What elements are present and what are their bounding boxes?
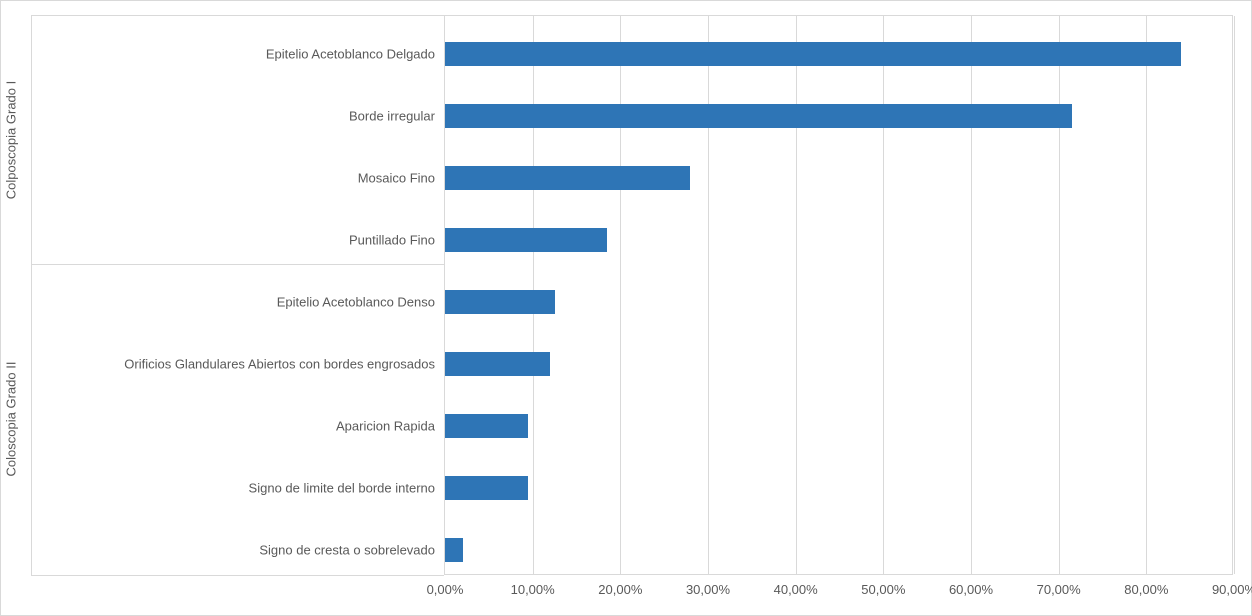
bar (445, 476, 528, 500)
group-label: Colposcopia Grado I (4, 16, 19, 264)
gridline (1146, 16, 1147, 574)
x-axis-tick-label: 60,00% (949, 574, 993, 597)
x-axis-tick-label: 10,00% (511, 574, 555, 597)
gridline (883, 16, 884, 574)
x-axis-tick-label: 50,00% (861, 574, 905, 597)
bar (445, 166, 690, 190)
bar (445, 104, 1072, 128)
chart-frame: 0,00% 10,00% 20,00% 30,00% 40,00% 50,00% 60,00… (0, 0, 1252, 616)
bar (445, 352, 550, 376)
x-axis-tick-label: 30,00% (686, 574, 730, 597)
plot-area: 0,00%10,00%20,00%30,00%40,00%50,00%60,00… (444, 15, 1233, 575)
group-separator (31, 264, 444, 265)
x-axis-tick-label: 40,00% (774, 574, 818, 597)
group-label: Coloscopia Grado II (4, 264, 19, 574)
x-axis-tick-label: 0,00% (427, 574, 464, 597)
gridline (620, 16, 621, 574)
gridline (708, 16, 709, 574)
bar (445, 414, 528, 438)
gridline (1059, 16, 1060, 574)
bar (445, 42, 1181, 66)
category-axis-gutter: Colposcopia Grado IColoscopia Grado II (1, 15, 444, 575)
gridline (796, 16, 797, 574)
x-axis-tick-label: 70,00% (1037, 574, 1081, 597)
bar (445, 290, 555, 314)
gridline (971, 16, 972, 574)
group-column-divider (31, 15, 32, 575)
bar (445, 538, 463, 562)
bar (445, 228, 607, 252)
group-separator (31, 575, 444, 576)
gridline (1234, 16, 1235, 574)
x-axis-tick-label: 80,00% (1124, 574, 1168, 597)
x-axis-tick-label: 90,00% (1212, 574, 1252, 597)
x-axis-tick-label: 20,00% (598, 574, 642, 597)
group-separator (31, 15, 444, 16)
